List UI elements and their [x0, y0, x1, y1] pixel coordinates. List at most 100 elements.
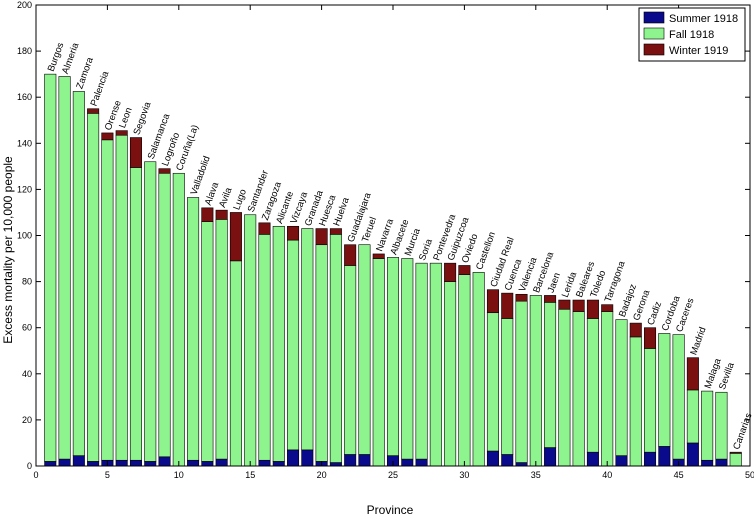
bar-palencia-fall-1918	[87, 113, 100, 462]
bar-zamora-fall-1918	[72, 91, 85, 456]
bar-cordoba-summer-1918	[658, 446, 671, 467]
bar-avila-fall-1918	[215, 219, 228, 460]
bar-almeria-fall-1918	[58, 76, 71, 460]
bar-valladolid-fall-1918	[187, 197, 200, 461]
x-tick-label: 50	[745, 470, 754, 480]
bar-almeria-summer-1918	[58, 458, 71, 467]
bar-label-zamora: Zamora	[74, 55, 96, 90]
y-axis-label: Excess mortality per 10,000 people	[1, 156, 15, 344]
bar-soria-fall-1918	[415, 262, 428, 460]
bar-malaga-summer-1918	[701, 459, 714, 467]
bar-ciudad-real-fall-1918	[486, 312, 499, 452]
bar-baleares-fall-1918	[572, 311, 585, 467]
bar-valencia-summer-1918	[515, 462, 528, 467]
bar-lugo-fall-1918	[229, 260, 242, 467]
bar-jaen-summer-1918	[544, 447, 557, 467]
bar-leon-summer-1918	[115, 459, 128, 467]
legend-entry-summer-1918: Summer 1918	[669, 13, 738, 25]
bar-guadalajara-winter-1919	[344, 244, 357, 266]
bar-cadiz-winter-1919	[644, 327, 657, 349]
bar-gerona-fall-1918	[629, 336, 642, 467]
bar-caceres-fall-1918	[672, 334, 685, 460]
bar-cordoba-fall-1918	[658, 333, 671, 447]
bar-guadalajara-summer-1918	[344, 454, 357, 467]
bar-jaen-winter-1919	[544, 295, 557, 303]
bar-castellon-fall-1918	[472, 272, 485, 467]
bar-huesca-winter-1919	[315, 228, 328, 246]
bar-canarias-winter-1919	[729, 451, 742, 454]
bar-cuenca-fall-1918	[501, 318, 514, 455]
bar-valladolid-summer-1918	[187, 459, 200, 467]
bar-alava-fall-1918	[201, 221, 214, 462]
bar-coru-a-la-fall-1918	[172, 172, 185, 467]
bar-segovia-summer-1918	[129, 459, 142, 467]
bar-soria-summer-1918	[415, 458, 428, 467]
bar-cadiz-fall-1918	[644, 348, 657, 453]
bar-navarra-fall-1918	[372, 258, 385, 467]
bar-guadalajara-fall-1918	[344, 265, 357, 455]
bar-tarragona-fall-1918	[601, 311, 614, 467]
bar-toledo-winter-1919	[586, 299, 599, 319]
legend-entry-winter-1919: Winter 1919	[669, 45, 728, 57]
bar-alicante-summer-1918	[272, 461, 285, 467]
x-tick-label: 10	[174, 470, 184, 480]
y-tick-label: 20	[22, 415, 32, 425]
bar-zaragoza-winter-1919	[258, 222, 271, 235]
bar-huelva-summer-1918	[329, 462, 342, 467]
bar-baleares-winter-1919	[572, 299, 585, 312]
bar-zaragoza-fall-1918	[258, 234, 271, 461]
x-tick-label: 0	[33, 470, 38, 480]
bar-avila-winter-1919	[215, 209, 228, 220]
bar-segovia-winter-1919	[129, 137, 142, 168]
bar-label-canarias: Canarias	[731, 411, 754, 451]
bar-barcelona-fall-1918	[529, 295, 542, 467]
x-tick-label: 25	[388, 470, 398, 480]
bar-badajoz-summer-1918	[615, 455, 628, 467]
legend-swatch-summer-1918	[643, 11, 665, 24]
bar-murcia-fall-1918	[401, 258, 414, 460]
bar-salamanca-summer-1918	[144, 461, 157, 467]
bar-burgos-fall-1918	[44, 73, 57, 462]
bar-madrid-fall-1918	[686, 389, 699, 444]
bar-murcia-summer-1918	[401, 458, 414, 467]
bar-guipuzcoa-fall-1918	[444, 281, 457, 467]
bar-vizcaya-winter-1919	[287, 225, 300, 241]
bar-toledo-fall-1918	[586, 318, 599, 453]
x-tick-label: 5	[105, 470, 110, 480]
bar-teruel-summer-1918	[358, 454, 371, 467]
bar-badajoz-fall-1918	[615, 319, 628, 456]
bar-logro-o-winter-1919	[158, 168, 171, 174]
bar-lerida-fall-1918	[558, 308, 571, 467]
bar-zaragoza-summer-1918	[258, 459, 271, 467]
bar-jaen-fall-1918	[544, 302, 557, 448]
bar-burgos-summer-1918	[44, 461, 57, 467]
bar-ciudad-real-summer-1918	[486, 450, 499, 467]
x-axis-label: Province	[367, 503, 414, 517]
bar-madrid-summer-1918	[686, 442, 699, 467]
bar-madrid-winter-1919	[686, 357, 699, 391]
bar-lerida-winter-1919	[558, 299, 571, 310]
x-tick-label: 15	[245, 470, 255, 480]
bar-huelva-winter-1919	[329, 228, 342, 235]
bar-oviedo-fall-1918	[458, 274, 471, 467]
bar-albacete-fall-1918	[386, 257, 400, 456]
bar-lugo-winter-1919	[229, 212, 242, 262]
y-tick-label: 160	[17, 92, 32, 102]
bar-huesca-fall-1918	[315, 244, 328, 462]
legend-entry-fall-1918: Fall 1918	[669, 29, 714, 41]
bar-pontevedra-fall-1918	[429, 262, 442, 467]
legend-swatch-winter-1919	[643, 43, 665, 56]
y-tick-label: 180	[17, 46, 32, 56]
y-tick-label: 120	[17, 184, 32, 194]
bar-cuenca-summer-1918	[501, 454, 514, 467]
bars-layer	[44, 73, 742, 467]
bar-vizcaya-summer-1918	[287, 449, 300, 467]
bar-teruel-fall-1918	[358, 244, 371, 455]
x-tick-label: 45	[674, 470, 684, 480]
bar-vizcaya-fall-1918	[287, 239, 300, 451]
y-tick-label: 0	[27, 461, 32, 471]
x-tick-label: 35	[531, 470, 541, 480]
bar-zamora-summer-1918	[72, 455, 85, 467]
bar-gerona-winter-1919	[629, 322, 642, 338]
bar-valencia-winter-1919	[515, 293, 528, 302]
